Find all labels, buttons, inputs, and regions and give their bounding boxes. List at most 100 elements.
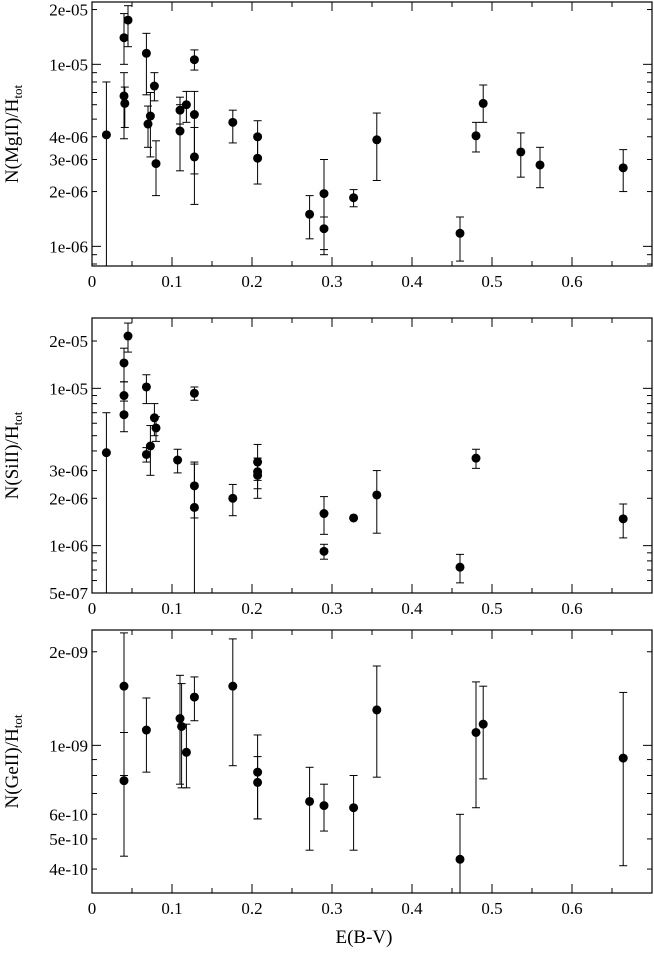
siii-data-point bbox=[372, 490, 382, 500]
mgii-y-tick-label: 1e-05 bbox=[49, 55, 88, 74]
panel-geii: 0 0.1 0.2 0.3 0.4 0.5 0.6 4e-10 5e-10 6e-10 1e-09 2… bbox=[2, 629, 653, 948]
geii-x-tick-label: 0.6 bbox=[561, 899, 582, 918]
mgii-data-point bbox=[349, 193, 359, 203]
geii-x-tick-label: 0.2 bbox=[241, 899, 262, 918]
siii-y-axis-label: N(SiII)/Htot bbox=[2, 411, 25, 499]
siii-x-tick-label: 0.2 bbox=[241, 599, 262, 618]
mgii-y-tick-label: 2e-05 bbox=[49, 1, 88, 20]
siii-data-point bbox=[471, 453, 481, 463]
mgii-data-point bbox=[228, 117, 238, 127]
siii-data-point bbox=[173, 455, 183, 465]
siii-data-point bbox=[253, 470, 263, 480]
mgii-data-point bbox=[535, 160, 545, 170]
geii-data-point bbox=[478, 719, 488, 729]
mgii-x-tick-label: 0.2 bbox=[241, 272, 262, 291]
mgii-data-point bbox=[141, 48, 151, 58]
siii-y-axis-label-main: N(SiII)/H bbox=[2, 425, 23, 499]
mgii-data-point bbox=[120, 98, 130, 108]
mgii-y-tick-label: 1e-06 bbox=[49, 237, 88, 256]
siii-plot-frame bbox=[91, 317, 653, 594]
siii-y-axis-label-sub: tot bbox=[10, 411, 25, 425]
geii-data-point bbox=[319, 801, 329, 811]
siii-data-point bbox=[119, 410, 129, 420]
geii-y-axis-label-sub: tot bbox=[10, 714, 25, 728]
siii-data-point bbox=[618, 514, 628, 524]
siii-data-point bbox=[149, 413, 159, 423]
geii-data-point bbox=[189, 692, 199, 702]
mgii-data-point bbox=[119, 91, 129, 101]
mgii-x-tick-label: 0.6 bbox=[561, 272, 582, 291]
mgii-data-point bbox=[123, 15, 133, 25]
geii-data-point bbox=[618, 753, 628, 763]
mgii-y-axis-label-sub: tot bbox=[10, 85, 25, 99]
mgii-data-point bbox=[189, 110, 199, 120]
mgii-data-point bbox=[516, 147, 526, 157]
mgii-data-point bbox=[478, 98, 488, 108]
mgii-y-tick-label: 2e-06 bbox=[49, 183, 88, 202]
mgii-y-axis-label-main: N(MgII)/H bbox=[2, 98, 23, 183]
geii-data-point bbox=[175, 714, 185, 724]
mgii-data-point bbox=[181, 100, 191, 110]
geii-data-point bbox=[141, 725, 151, 735]
mgii-x-tick-label: 0.1 bbox=[161, 272, 182, 291]
geii-x-tick-label: 0.1 bbox=[161, 899, 182, 918]
mgii-data-point bbox=[149, 81, 159, 91]
mgii-data-point bbox=[175, 126, 185, 136]
siii-x-tick-label: 0.4 bbox=[401, 599, 423, 618]
siii-y-tick-label: 1e-05 bbox=[49, 379, 88, 398]
geii-y-tick-label: 2e-09 bbox=[49, 643, 88, 662]
siii-x-tick-label: 0.1 bbox=[161, 599, 182, 618]
siii-data-point bbox=[455, 562, 465, 572]
geii-y-axis-label-main: N(GeII)/H bbox=[2, 728, 23, 808]
siii-data-point bbox=[145, 441, 155, 451]
geii-y-tick-label: 1e-09 bbox=[49, 736, 88, 755]
geii-data-point bbox=[228, 681, 238, 691]
mgii-plot-frame bbox=[91, 1, 653, 267]
mgii-data-point bbox=[305, 209, 315, 219]
geii-plot-frame bbox=[91, 629, 653, 894]
geii-x-tick-label: 0.5 bbox=[481, 899, 502, 918]
mgii-data-point bbox=[618, 163, 628, 173]
panel-mgii: 0 0.1 0.2 0.3 0.4 0.5 0.6 1e-06 2e-06 3e-06 4e-06 1… bbox=[2, 1, 653, 291]
siii-data-point bbox=[119, 391, 129, 401]
siii-data-point bbox=[141, 382, 151, 392]
siii-data-point bbox=[189, 502, 199, 512]
siii-data-point bbox=[123, 331, 133, 341]
geii-x-tick-label: 0.3 bbox=[321, 899, 342, 918]
mgii-x-tick-label: 0.4 bbox=[401, 272, 423, 291]
mgii-data-point bbox=[101, 130, 111, 140]
siii-y-tick-label: 2e-05 bbox=[49, 332, 88, 351]
geii-data-point bbox=[372, 705, 382, 715]
siii-data-point bbox=[228, 493, 238, 503]
geii-data-point bbox=[119, 776, 129, 786]
geii-y-tick-label: 6e-10 bbox=[49, 805, 88, 824]
geii-y-tick-label: 4e-10 bbox=[49, 860, 88, 879]
panel-siii: 0 0.1 0.2 0.3 0.4 0.5 0.6 5e-07 1e-06 2e-06 3e-06 1… bbox=[2, 317, 653, 618]
geii-data-point bbox=[177, 721, 187, 731]
mgii-data-point bbox=[145, 111, 155, 121]
siii-x-tick-label: 0 bbox=[88, 599, 97, 618]
mgii-data-point bbox=[189, 55, 199, 65]
siii-y-tick-label: 5e-07 bbox=[49, 584, 88, 603]
mgii-data-point bbox=[471, 131, 481, 141]
siii-y-tick-label: 1e-06 bbox=[49, 537, 88, 556]
mgii-y-tick-label: 3e-06 bbox=[49, 151, 88, 170]
geii-data-point bbox=[253, 777, 263, 787]
mgii-data-point bbox=[189, 152, 199, 162]
siii-x-tick-label: 0.6 bbox=[561, 599, 582, 618]
mgii-data-point bbox=[319, 224, 329, 234]
siii-data-point bbox=[349, 513, 359, 523]
mgii-data-point bbox=[151, 159, 161, 169]
geii-y-axis-label: N(GeII)/Htot bbox=[2, 714, 25, 808]
mgii-x-tick-label: 0.3 bbox=[321, 272, 342, 291]
geii-data-point bbox=[455, 854, 465, 864]
siii-y-tick-label: 2e-06 bbox=[49, 489, 88, 508]
geii-data-point bbox=[471, 727, 481, 737]
mgii-x-tick-label: 0.5 bbox=[481, 272, 502, 291]
mgii-data-point bbox=[119, 33, 129, 43]
siii-x-tick-label: 0.5 bbox=[481, 599, 502, 618]
mgii-data-point bbox=[455, 228, 465, 238]
geii-x-tick-label: 0 bbox=[88, 899, 97, 918]
siii-data-point bbox=[151, 423, 161, 433]
